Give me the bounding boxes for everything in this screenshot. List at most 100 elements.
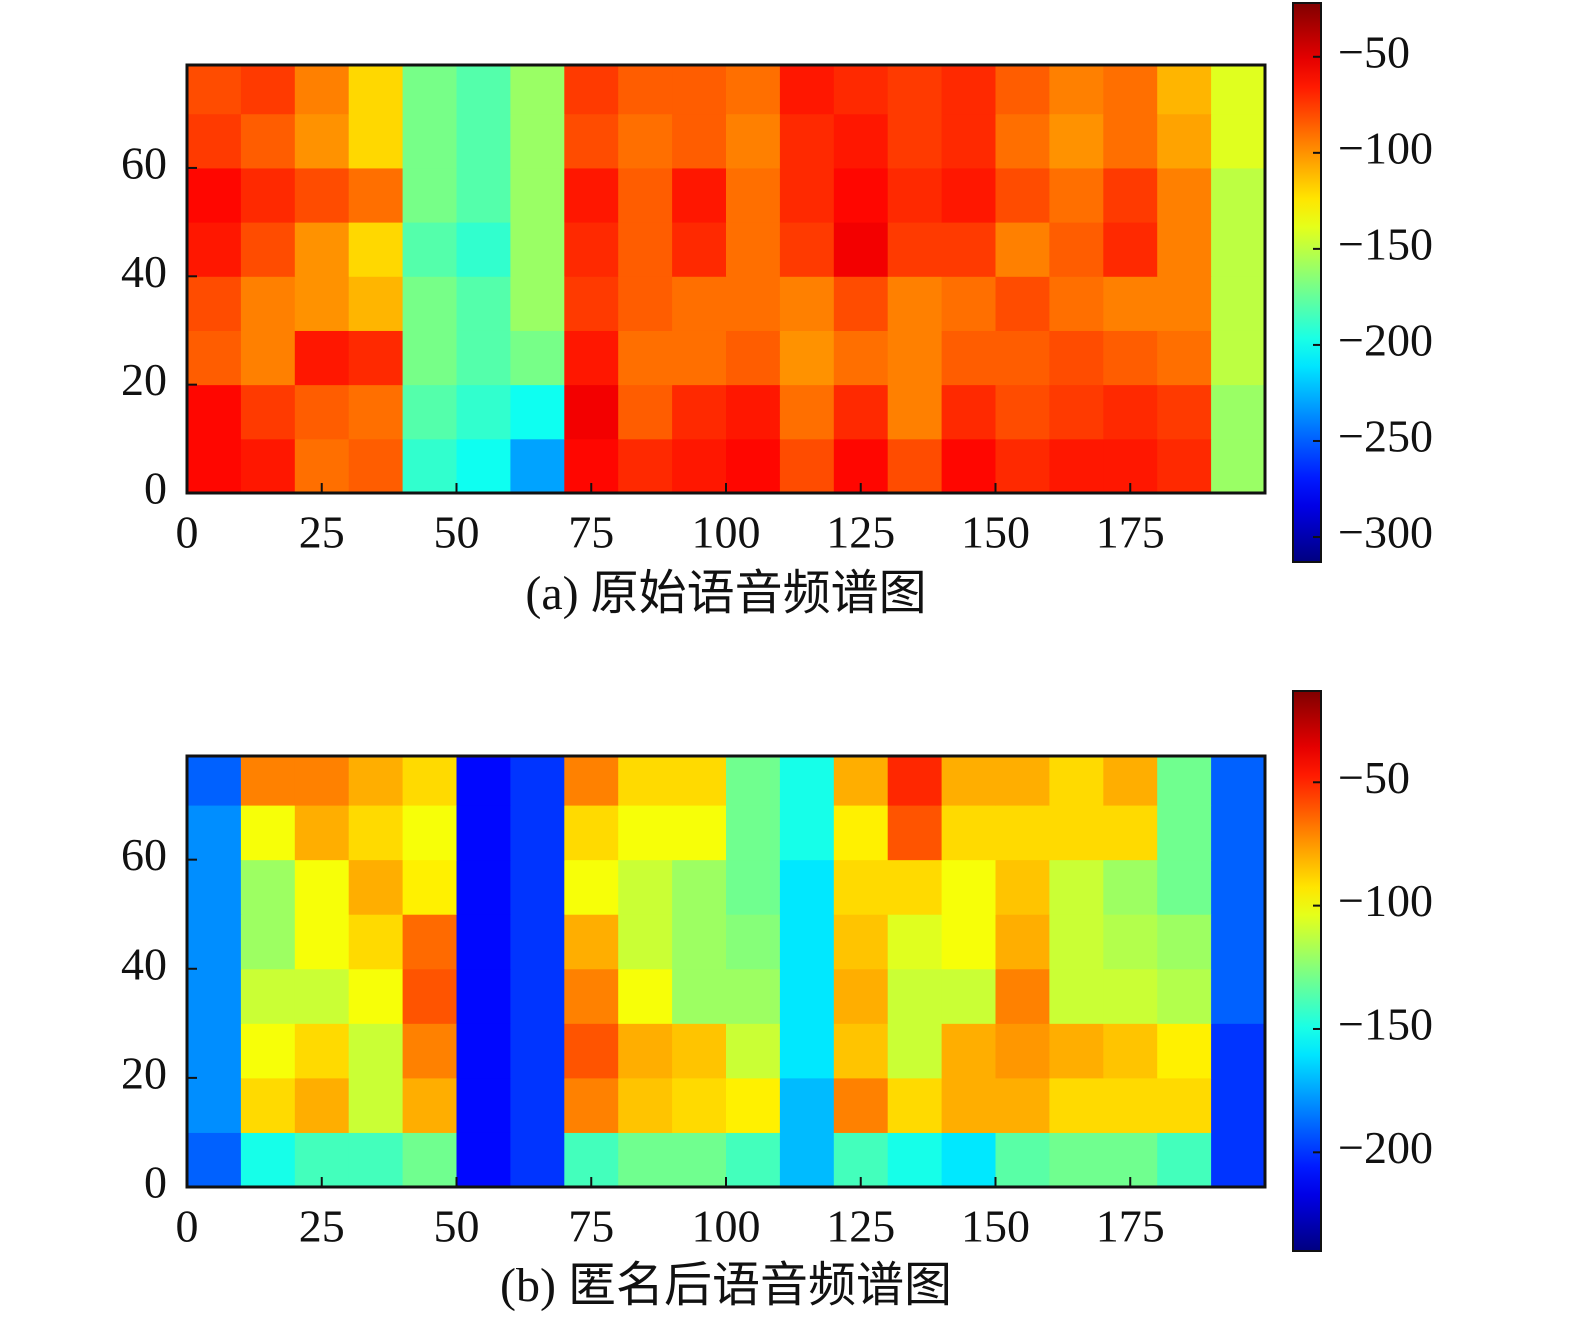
heat-cell <box>1049 1132 1104 1188</box>
y-tick-label: 20 <box>121 1047 167 1098</box>
heat-cell <box>402 113 457 169</box>
heat-cell <box>510 438 565 494</box>
heat-cell <box>887 1132 943 1188</box>
heat-cell <box>726 756 781 806</box>
heat-cell <box>672 1132 727 1188</box>
heat-cell <box>187 276 242 331</box>
heat-cell <box>995 859 1050 915</box>
heat-cell <box>887 222 943 277</box>
heat-cell <box>887 330 943 386</box>
heat-cell <box>995 438 1050 494</box>
heat-cell <box>995 1132 1050 1188</box>
heat-cell <box>240 384 296 440</box>
x-tick-label: 0 <box>176 1201 199 1252</box>
heat-cell <box>348 756 404 806</box>
heat-cell <box>456 330 511 386</box>
heat-cell <box>1211 1077 1266 1133</box>
x-tick-label: 125 <box>826 507 895 558</box>
heat-cell <box>779 859 835 915</box>
heat-cell <box>779 756 835 806</box>
heat-cell <box>348 222 404 277</box>
heat-cell <box>1211 384 1266 440</box>
heat-cell <box>779 438 835 494</box>
heat-cell <box>510 914 565 970</box>
heat-cell <box>187 1023 242 1079</box>
heat-cell <box>995 914 1050 970</box>
heat-cell <box>294 756 350 806</box>
heat-cell <box>1049 222 1104 277</box>
heat-cell <box>1049 1077 1104 1133</box>
heat-cell <box>510 805 565 861</box>
heat-cell <box>779 65 835 115</box>
heat-cell <box>402 859 457 915</box>
heat-cell <box>348 384 404 440</box>
heat-cell <box>402 222 457 277</box>
heat-cell <box>564 756 619 806</box>
heat-cell <box>240 756 296 806</box>
heat-cell <box>1049 276 1104 331</box>
heat-cell <box>726 1023 781 1079</box>
heat-cell <box>941 914 996 970</box>
heat-cell <box>1103 914 1158 970</box>
heat-cell <box>1049 438 1104 494</box>
heat-cell <box>402 1023 457 1079</box>
heat-cell <box>294 805 350 861</box>
heat-cell <box>294 1023 350 1079</box>
heat-cell <box>1211 968 1266 1024</box>
heat-cell <box>1157 1077 1212 1133</box>
heat-cell <box>294 113 350 169</box>
heat-cell <box>402 167 457 223</box>
heat-cell <box>941 276 996 331</box>
heat-cell <box>672 914 727 970</box>
heat-cell <box>240 1077 296 1133</box>
heat-cell <box>995 276 1050 331</box>
heat-cell <box>1049 330 1104 386</box>
heat-cell <box>618 113 673 169</box>
heat-cell <box>618 859 673 915</box>
heat-cell <box>1157 384 1212 440</box>
heat-cell <box>887 756 943 806</box>
heat-cell <box>941 222 996 277</box>
heat-cell <box>1049 968 1104 1024</box>
heat-cell <box>456 384 511 440</box>
heat-cell <box>779 330 835 386</box>
heat-cell <box>456 113 511 169</box>
heat-cell <box>510 222 565 277</box>
heat-cell <box>995 113 1050 169</box>
heat-cell <box>941 1077 996 1133</box>
heat-cell <box>779 1132 835 1188</box>
heat-cell <box>564 384 619 440</box>
heat-cell <box>726 968 781 1024</box>
heat-cell <box>402 438 457 494</box>
heat-cell <box>1211 330 1266 386</box>
heat-cell <box>1103 113 1158 169</box>
heat-cell <box>294 968 350 1024</box>
heat-cell <box>833 276 889 331</box>
heat-cell <box>672 859 727 915</box>
heat-cell <box>510 384 565 440</box>
heat-cell <box>510 859 565 915</box>
x-tick-label: 75 <box>568 507 614 558</box>
heat-cell <box>1049 167 1104 223</box>
heat-cell <box>456 222 511 277</box>
heat-cell <box>564 1023 619 1079</box>
heat-cell <box>402 384 457 440</box>
heat-cell <box>1049 756 1104 806</box>
heat-cell <box>294 859 350 915</box>
heat-cell <box>833 805 889 861</box>
heat-cell <box>1103 65 1158 115</box>
heat-cell <box>941 167 996 223</box>
heat-cell <box>1049 113 1104 169</box>
heat-cell <box>348 113 404 169</box>
heat-cell <box>564 805 619 861</box>
heat-cell <box>887 914 943 970</box>
heat-cell <box>941 113 996 169</box>
heat-cell <box>1211 756 1266 806</box>
heat-cell <box>941 65 996 115</box>
colorbar-tick-label: −150 <box>1338 999 1433 1050</box>
heat-cell <box>618 276 673 331</box>
heat-cell <box>618 756 673 806</box>
x-tick-label: 25 <box>299 507 345 558</box>
heat-cell <box>726 1077 781 1133</box>
